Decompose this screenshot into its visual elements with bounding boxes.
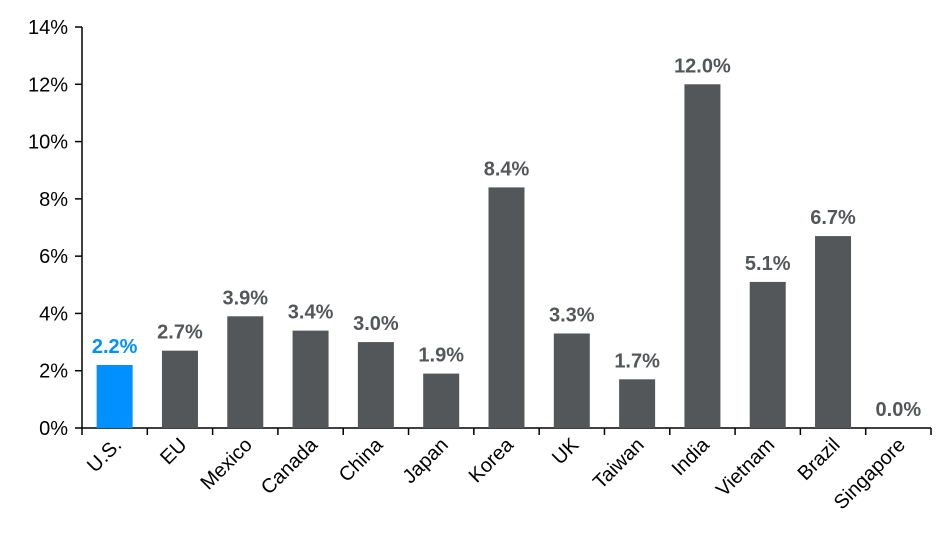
data-label: 2.7% [157,322,203,344]
y-tick-label: 2% [39,361,68,383]
data-label: 3.3% [549,304,595,326]
y-tick-label: 4% [39,303,68,325]
y-tick-label: 0% [39,418,68,440]
data-labels: 2.2% 2.7% 3.9% 3.4% 3.0% 1.9% 8.4% 3.3% 1.7% 12.0… [92,55,921,421]
data-label: 1.9% [418,345,464,367]
category-label: UK [548,434,584,470]
bar-canada [292,330,329,428]
data-label: 1.7% [614,350,660,372]
y-tick-label: 8% [39,189,68,211]
category-label: Canada [257,433,323,499]
y-axis: 0% 2% 4% 6% 8% 10% 12% 14% [28,17,83,440]
bar-taiwan [619,379,656,428]
data-label: 5.1% [745,253,791,275]
y-tick-label: 14% [28,17,68,39]
category-label: Singapore [830,434,910,514]
category-label: Korea [465,433,519,487]
bar-eu [161,350,198,428]
bars [96,84,852,429]
category-label: India [668,433,715,480]
category-labels: U.S. EU Mexico Canada China Japan Korea UK Taiwa… [83,433,910,514]
category-label: U.S. [83,434,126,477]
y-tick-label: 12% [28,74,68,96]
data-label: 3.0% [353,313,399,335]
bar-brazil [815,236,852,428]
data-label: 3.9% [222,287,268,309]
bar-mexico [227,316,264,428]
bar-vietnam [749,281,786,428]
category-label: Brazil [794,434,845,485]
data-label: 0.0% [876,399,922,421]
category-label: Mexico [196,434,256,494]
category-label: China [335,433,388,486]
bar-india [684,84,721,429]
x-axis [81,427,932,435]
bar-korea [488,187,525,428]
data-label: 3.4% [288,302,334,324]
bar-china [357,342,394,428]
data-label: 6.7% [810,207,856,229]
category-label: Taiwan [589,434,649,494]
bar-uk [553,333,590,428]
bar-u-s [96,364,133,428]
y-tick-label: 10% [28,132,68,154]
data-label: 12.0% [674,55,731,77]
category-label: Japan [399,434,453,488]
data-label: 2.2% [92,336,138,358]
data-label: 8.4% [484,158,530,180]
category-label: EU [156,434,191,469]
category-label: Vietnam [712,434,779,501]
y-tick-label: 6% [39,246,68,268]
bar-japan [423,373,460,428]
